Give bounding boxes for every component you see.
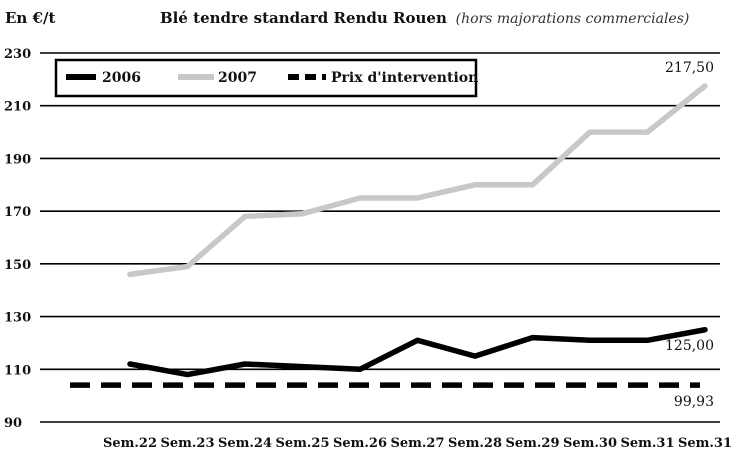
- y-tick-label: 190: [4, 152, 31, 167]
- chart-title-line: Blé tendre standard Rendu Rouen (hors ma…: [160, 9, 689, 27]
- x-tick-label: Sem.25: [275, 436, 329, 451]
- y-axis-label: En €/t: [5, 9, 55, 27]
- legend: 2006 2007 Prix d'intervention: [54, 58, 478, 98]
- x-tick-label: Sem.22: [103, 436, 157, 451]
- annotation-label: 99,93: [674, 394, 714, 410]
- x-tick-label: Sem.23: [160, 436, 214, 451]
- data-annotations: 217,50 125,00 99,93: [665, 60, 714, 410]
- x-tick-label: Sem.27: [390, 436, 444, 451]
- y-tick-label: 130: [4, 311, 31, 326]
- y-tick-label: 210: [4, 100, 31, 115]
- y-tick-label: 110: [4, 363, 31, 378]
- y-tick-labels: 90 110 130 150 170 190 210 230: [4, 47, 31, 431]
- chart-title: Blé tendre standard Rendu Rouen: [160, 9, 447, 27]
- y-tick-label: 230: [4, 47, 31, 62]
- x-tick-label: Sem.31: [620, 436, 674, 451]
- x-tick-label: Sem.31: [678, 436, 732, 451]
- series-lines: [70, 83, 708, 388]
- legend-label: 2006: [102, 70, 141, 86]
- x-tick-label: Sem.29: [505, 436, 559, 451]
- x-tick-label: Sem.24: [218, 436, 272, 451]
- chart-subtitle: (hors majorations commerciales): [456, 11, 690, 27]
- series-line-1: [127, 83, 708, 278]
- annotation-label: 217,50: [665, 60, 714, 76]
- y-tick-label: 90: [4, 416, 22, 431]
- y-tick-label: 150: [4, 258, 31, 273]
- series-line-0: [127, 327, 708, 378]
- legend-label: 2007: [218, 70, 257, 86]
- x-tick-label: Sem.30: [563, 436, 617, 451]
- annotation-label: 125,00: [665, 338, 714, 354]
- x-tick-labels: Sem.22 Sem.23 Sem.24 Sem.25 Sem.26 Sem.27 Sem.…: [103, 436, 732, 451]
- legend-box: [54, 58, 478, 98]
- legend-label: Prix d'intervention: [331, 70, 478, 86]
- x-tick-label: Sem.28: [448, 436, 502, 451]
- y-tick-label: 170: [4, 205, 31, 220]
- x-tick-label: Sem.26: [333, 436, 387, 451]
